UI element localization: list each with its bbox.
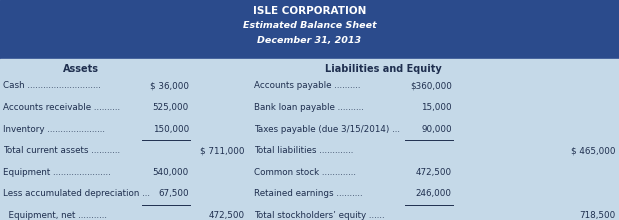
Text: Accounts receivable ..........: Accounts receivable .......... xyxy=(3,103,120,112)
Text: Total liabilities .............: Total liabilities ............. xyxy=(254,146,353,155)
Text: 246,000: 246,000 xyxy=(416,189,452,198)
Text: Assets: Assets xyxy=(63,64,98,74)
Text: 525,000: 525,000 xyxy=(152,103,189,112)
Text: 472,500: 472,500 xyxy=(209,211,245,220)
Text: Total current assets ...........: Total current assets ........... xyxy=(3,146,120,155)
Text: December 31, 2013: December 31, 2013 xyxy=(258,36,361,45)
Text: 67,500: 67,500 xyxy=(158,189,189,198)
Text: 472,500: 472,500 xyxy=(416,168,452,177)
Text: Estimated Balance Sheet: Estimated Balance Sheet xyxy=(243,21,376,30)
Text: Retained earnings ..........: Retained earnings .......... xyxy=(254,189,362,198)
Text: $360,000: $360,000 xyxy=(410,81,452,90)
Text: $ 36,000: $ 36,000 xyxy=(150,81,189,90)
Text: $ 711,000: $ 711,000 xyxy=(200,146,245,155)
Text: $ 465,000: $ 465,000 xyxy=(571,146,616,155)
Text: Less accumulated depreciation ...: Less accumulated depreciation ... xyxy=(3,189,150,198)
Text: ISLE CORPORATION: ISLE CORPORATION xyxy=(253,6,366,15)
Text: Equipment ......................: Equipment ...................... xyxy=(3,168,111,177)
Text: Cash ............................: Cash ............................ xyxy=(3,81,101,90)
Text: Inventory ......................: Inventory ...................... xyxy=(3,125,105,134)
Text: Equipment, net ...........: Equipment, net ........... xyxy=(3,211,107,220)
Text: 150,000: 150,000 xyxy=(152,125,189,134)
Bar xyxy=(0,0,619,59)
Text: 15,000: 15,000 xyxy=(422,103,452,112)
Text: 540,000: 540,000 xyxy=(152,168,189,177)
Text: Common stock .............: Common stock ............. xyxy=(254,168,356,177)
Text: 90,000: 90,000 xyxy=(422,125,452,134)
Text: Liabilities and Equity: Liabilities and Equity xyxy=(326,64,442,74)
Text: Total stockholders’ equity ......: Total stockholders’ equity ...... xyxy=(254,211,384,220)
Text: Taxes payable (due 3/15/2014) ...: Taxes payable (due 3/15/2014) ... xyxy=(254,125,400,134)
Text: Bank loan payable ..........: Bank loan payable .......... xyxy=(254,103,364,112)
Bar xyxy=(0,59,619,220)
Text: 718,500: 718,500 xyxy=(579,211,616,220)
Text: Accounts payable ..........: Accounts payable .......... xyxy=(254,81,360,90)
